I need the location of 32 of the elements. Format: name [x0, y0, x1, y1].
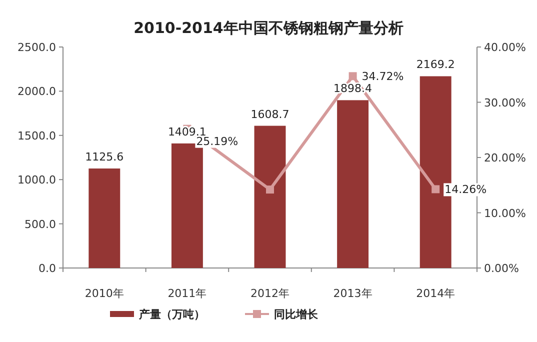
x-tick-label: 2012年 — [250, 287, 290, 300]
bar — [254, 126, 286, 268]
y2-tick-label: 40.00% — [484, 41, 526, 54]
legend-label: 产量（万吨） — [138, 308, 205, 321]
bar — [337, 100, 369, 268]
y-tick-label: 2000.0 — [18, 85, 56, 98]
y2-tick-label: 30.00% — [484, 96, 526, 110]
data-label: 25.19% — [196, 134, 238, 148]
data-label: 1898.4 — [334, 82, 372, 96]
bar — [88, 168, 120, 268]
x-tick-label: 2014年 — [416, 287, 456, 300]
data-label: 1608.7 — [250, 108, 290, 121]
y-tick-label: 1000.0 — [18, 174, 56, 187]
data-label: 2169.2 — [416, 58, 455, 72]
x-tick-label: 2010年 — [84, 287, 124, 300]
y-tick-label: 0.0 — [38, 262, 56, 275]
chart-title: 2010-2014年中国不锈钢粗钢产量分析 — [134, 19, 404, 37]
x-tick-label: 2011年 — [168, 287, 207, 300]
y-tick-label: 1500.0 — [18, 129, 56, 142]
data-label: 34.72% — [362, 70, 404, 84]
point — [432, 185, 440, 194]
data-label: 1125.6 — [85, 150, 124, 164]
y2-tick-label: 20.00% — [484, 152, 526, 164]
y-tick-label: 2500.0 — [18, 41, 56, 54]
x-tick-label: 2013年 — [333, 287, 372, 300]
data-label: 14.26% — [444, 183, 487, 196]
legend-label: 同比增长 — [274, 308, 319, 321]
point — [348, 72, 357, 80]
y2-tick-label: 10.00% — [484, 206, 526, 220]
point — [266, 186, 274, 194]
y2-tick-label: 0.00% — [484, 262, 519, 275]
y-tick-label: 500.0 — [24, 218, 56, 231]
